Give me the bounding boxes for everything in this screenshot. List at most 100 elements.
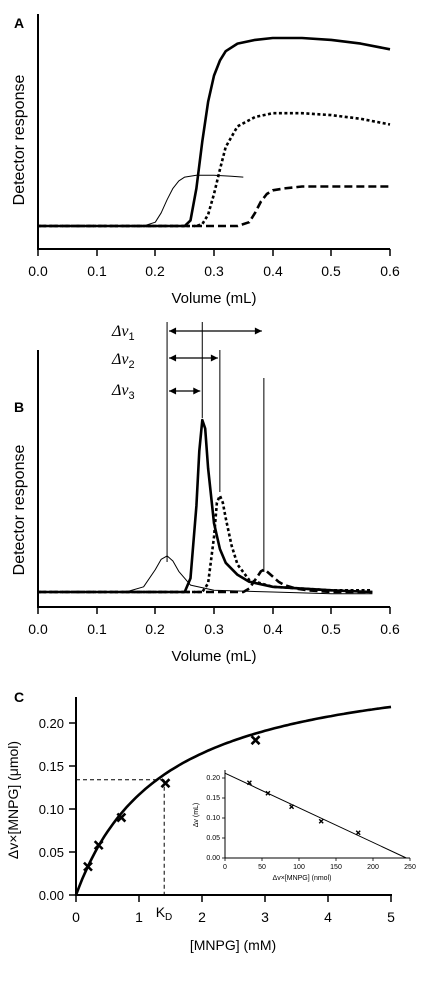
panel-c-y-tick-label: 0.15: [39, 759, 64, 774]
delta-v2-label: Δv2: [111, 351, 135, 371]
inset-y-tick-label: 0.05: [206, 835, 220, 842]
panel-c-x-tick-label: 4: [324, 909, 332, 925]
delta-v2-sub: 2: [129, 359, 135, 371]
inset-x-tick-label: 100: [293, 864, 305, 871]
panel-c-y-tick-label: 0.05: [39, 845, 64, 860]
delta-v1-arrowhead-left: [169, 327, 177, 335]
panel-a-y-label: Detector response: [11, 75, 28, 206]
inset-y-tick-label: 0.00: [206, 855, 220, 862]
inset-x-label: Δv×[MNPG] (nmol): [273, 875, 332, 882]
inset-x-tick-label: 50: [258, 864, 266, 871]
panel-c-points: [83, 735, 261, 872]
panel-a-tick-label: 0.6: [380, 263, 400, 279]
panel-c-point: [83, 861, 93, 872]
panel-b: B Detector response Volume (mL) 0.0 0.1 …: [11, 322, 400, 665]
panel-b-tick-label: 0.4: [263, 621, 283, 637]
delta-v3-label: Δv3: [111, 382, 135, 402]
delta-v1-text: Δv: [111, 323, 129, 340]
inset-fit-line: [224, 772, 407, 859]
panel-a-series-thick-dotted: [38, 111, 391, 228]
panel-c-x-tick-label: 1: [135, 909, 143, 925]
panel-a-tick-label: 0.1: [87, 263, 107, 279]
panel-c-inset: Δv (mL) Δv×[MNPG] (nmol) 0 50 100 150 20…: [193, 770, 416, 882]
inset-y-ticks: 0.00 0.05 0.10 0.15 0.20: [206, 775, 225, 862]
inset-point: [246, 780, 252, 786]
delta-v1-sub: 1: [129, 331, 135, 343]
panel-a-tick-label: 0.2: [145, 263, 165, 279]
panel-c-x-ticks: 0 1 2 3 4 5: [72, 895, 395, 925]
panel-b-series-thin-solid: [38, 555, 373, 595]
panel-c-y-tick-label: 0.10: [39, 802, 64, 817]
panel-a-label: A: [14, 15, 24, 31]
panel-c-kd-guides: [76, 779, 165, 895]
delta-v3-arrowhead-right: [193, 387, 201, 395]
delta-v3-sub: 3: [129, 390, 135, 402]
panel-a-x-ticks: 0.0 0.1 0.2 0.3 0.4 0.5 0.6: [28, 249, 400, 279]
inset-point: [355, 830, 361, 836]
inset-y-label: Δv (mL): [193, 803, 200, 828]
inset-y-tick-label: 0.20: [206, 775, 220, 782]
panel-a-series-thick-solid: [38, 36, 391, 228]
panel-c-x-tick-label: 2: [198, 909, 206, 925]
panel-a-tick-label: 0.4: [263, 263, 283, 279]
delta-v2-arrowhead-left: [169, 354, 177, 362]
panel-b-x-ticks: 0.0 0.1 0.2 0.3 0.4 0.5 0.6: [28, 607, 400, 637]
panel-c-x-tick-label: 0: [72, 909, 80, 925]
delta-v1-arrowhead-right: [254, 327, 262, 335]
panel-b-series-thick-solid: [38, 418, 373, 594]
panel-b-marker-lines: [166, 322, 265, 572]
panel-a-tick-label: 0.3: [204, 263, 224, 279]
delta-v3-text: Δv: [111, 382, 129, 399]
panel-b-y-label: Detector response: [11, 445, 28, 576]
kd-text: K: [156, 904, 166, 920]
delta-v2-arrowhead-right: [210, 354, 218, 362]
inset-point: [289, 804, 295, 810]
panel-a: A Detector response Volume (mL) 0.0 0.1 …: [11, 14, 400, 307]
inset-x-tick-label: 250: [404, 864, 416, 871]
panel-a-tick-label: 0.0: [28, 263, 48, 279]
panel-c-fit-curve: [74, 705, 392, 896]
panel-a-x-label: Volume (mL): [171, 290, 256, 307]
delta-v3-arrowhead-left: [169, 387, 177, 395]
inset-points: [246, 780, 361, 836]
panel-c-y-tick-label: 0.20: [39, 716, 64, 731]
panel-a-series: [38, 36, 391, 228]
panel-c-label: C: [14, 689, 24, 705]
panel-b-tick-label: 0.1: [87, 621, 107, 637]
panel-b-tick-label: 0.0: [28, 621, 48, 637]
inset-x-tick-label: 0: [223, 864, 227, 871]
panel-a-tick-label: 0.5: [321, 263, 341, 279]
inset-y-tick-label: 0.15: [206, 795, 220, 802]
panel-c-point: [116, 812, 127, 823]
inset-point: [318, 818, 324, 824]
panel-b-label: B: [14, 399, 24, 415]
panel-a-series-thick-dashed: [38, 185, 390, 228]
panel-c: C Δv×[MNPG] (μmol) [MNPG] (mM) 0 1 2 3 4…: [5, 689, 416, 953]
panel-b-delta-annotations: Δv1 Δv2 Δv3: [111, 323, 135, 402]
inset-fit-path: [224, 772, 407, 859]
kd-label: KD: [156, 904, 173, 923]
panel-b-series: [38, 418, 373, 595]
inset-x-tick-label: 150: [330, 864, 342, 871]
delta-v1-label: Δv1: [111, 323, 135, 343]
panel-b-tick-label: 0.6: [380, 621, 400, 637]
panel-a-series-thin-solid: [38, 174, 244, 227]
panel-c-x-label: [MNPG] (mM): [190, 937, 276, 953]
inset-y-tick-label: 0.10: [206, 815, 220, 822]
panel-c-point: [160, 778, 171, 789]
panel-c-point: [93, 840, 104, 851]
panel-c-point: [250, 735, 261, 746]
panel-b-x-label: Volume (mL): [171, 648, 256, 665]
panel-b-series-thick-dotted: [38, 494, 373, 594]
panel-c-y-ticks: 0.00 0.05 0.10 0.15 0.20: [39, 716, 76, 903]
panel-b-tick-label: 0.2: [145, 621, 165, 637]
panel-c-x-tick-label: 3: [261, 909, 269, 925]
panel-b-series-thick-dashed: [38, 568, 373, 594]
panel-c-y-tick-label: 0.00: [39, 888, 64, 903]
delta-v2-text: Δv: [111, 351, 129, 368]
panel-c-fit-path: [74, 705, 392, 896]
inset-x-tick-label: 200: [367, 864, 379, 871]
panel-c-x-tick-label: 5: [387, 909, 395, 925]
panel-b-tick-label: 0.5: [321, 621, 341, 637]
